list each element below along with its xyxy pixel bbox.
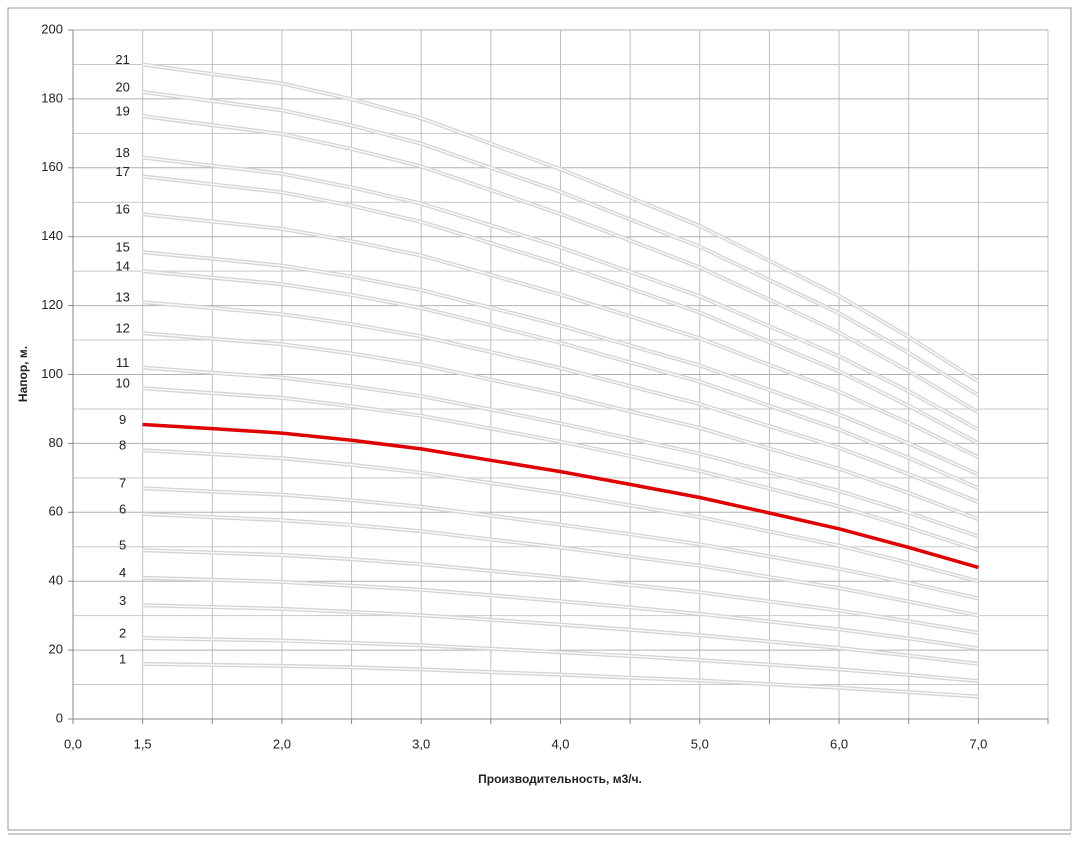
series-line-core [142,577,979,650]
series-line-core [142,115,979,414]
x-tick-label: 2,0 [273,736,291,751]
series-line-core [142,175,979,445]
y-tick-label: 200 [41,21,63,36]
y-tick-label: 180 [41,90,63,105]
series-label: 21 [115,52,129,67]
y-tick-label: 160 [41,159,63,174]
series-label: 18 [115,145,129,160]
y-tick-label: 120 [41,297,63,312]
x-tick-label: 4,0 [551,736,569,751]
series-label: 20 [115,79,129,94]
series-label: 11 [116,355,130,370]
series-line-core [142,366,979,538]
y-tick-label: 100 [41,366,63,381]
y-tick-label: 0 [56,710,63,725]
series-label: 1 [119,651,126,666]
y-tick-label: 140 [41,228,63,243]
series-label: 4 [119,565,126,580]
series-line-core [142,63,979,382]
series-label: 6 [119,501,126,516]
y-tick-label: 40 [49,573,63,588]
series-line-core [142,156,979,431]
series-line-core [142,449,979,582]
series-line-core [142,487,979,600]
series-line-core [142,637,979,682]
series-line-core [142,332,979,520]
y-tick-label: 80 [49,435,63,450]
series-label: 7 [119,476,126,491]
series-line-core [142,549,979,634]
series-line-core [142,387,979,551]
x-axis-title: Производительность, м3/ч. [478,772,642,786]
series-line-core [142,663,979,698]
series-line [142,422,979,570]
y-tick-label: 20 [49,642,63,657]
series-line-core [142,513,979,617]
y-tick-label: 60 [49,504,63,519]
x-tick-label: 0,0 [64,736,82,751]
series-line-core [142,91,979,396]
series-label: 10 [115,376,129,391]
x-tick-label: 6,0 [830,736,848,751]
series-line-core [142,301,979,503]
series-label: 12 [115,321,129,336]
series-label: 15 [115,240,129,255]
x-tick-label: 5,0 [691,736,709,751]
x-tick-label: 3,0 [412,736,430,751]
y-axis-title: Напор, м. [16,346,30,402]
x-tick-label: 7,0 [969,736,987,751]
series-label: 8 [119,438,126,453]
series-label: 13 [115,290,129,305]
series-label: 2 [119,625,126,640]
series-label: 5 [119,538,126,553]
series-line-core [142,213,979,458]
series-label: 9 [119,412,126,427]
series-label: 16 [115,202,129,217]
series-label: 3 [119,593,126,608]
series-label: 14 [115,259,129,274]
series-label: 19 [115,104,129,119]
series-label: 17 [115,164,129,179]
x-tick-label: 1,5 [134,736,152,751]
series-line-core [142,270,979,489]
series-line-core [142,251,979,476]
series-line-core [142,604,979,665]
